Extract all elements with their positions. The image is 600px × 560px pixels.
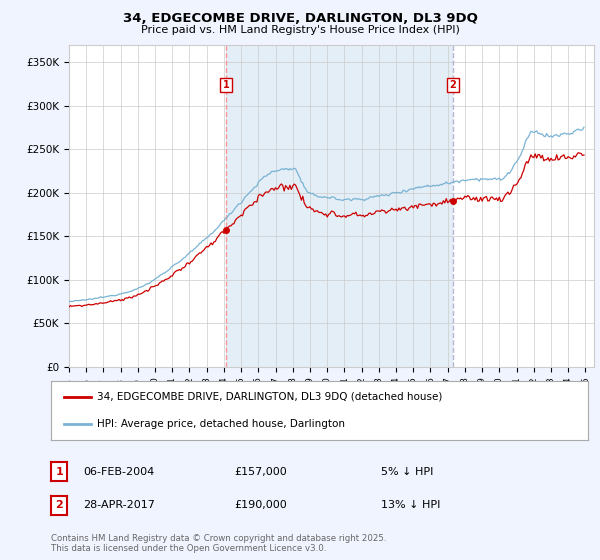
Text: HPI: Average price, detached house, Darlington: HPI: Average price, detached house, Darl… [97, 419, 344, 429]
Bar [226, 45, 453, 367]
Text: Price paid vs. HM Land Registry's House Price Index (HPI): Price paid vs. HM Land Registry's House … [140, 25, 460, 35]
Text: Contains HM Land Registry data © Crown copyright and database right 2025.
This d: Contains HM Land Registry data © Crown c… [51, 534, 386, 553]
Text: 5% ↓ HPI: 5% ↓ HPI [381, 466, 433, 477]
Text: 28-APR-2017: 28-APR-2017 [83, 500, 155, 510]
Text: 1: 1 [55, 466, 63, 477]
Text: £190,000: £190,000 [234, 500, 287, 510]
Text: 06-FEB-2004: 06-FEB-2004 [83, 466, 154, 477]
Text: 1: 1 [223, 80, 229, 90]
Text: 34, EDGECOMBE DRIVE, DARLINGTON, DL3 9DQ: 34, EDGECOMBE DRIVE, DARLINGTON, DL3 9DQ [122, 12, 478, 25]
Text: 2: 2 [55, 500, 63, 510]
Text: 13% ↓ HPI: 13% ↓ HPI [381, 500, 440, 510]
Text: £157,000: £157,000 [234, 466, 287, 477]
Text: 34, EDGECOMBE DRIVE, DARLINGTON, DL3 9DQ (detached house): 34, EDGECOMBE DRIVE, DARLINGTON, DL3 9DQ… [97, 391, 442, 402]
Text: 2: 2 [449, 80, 456, 90]
